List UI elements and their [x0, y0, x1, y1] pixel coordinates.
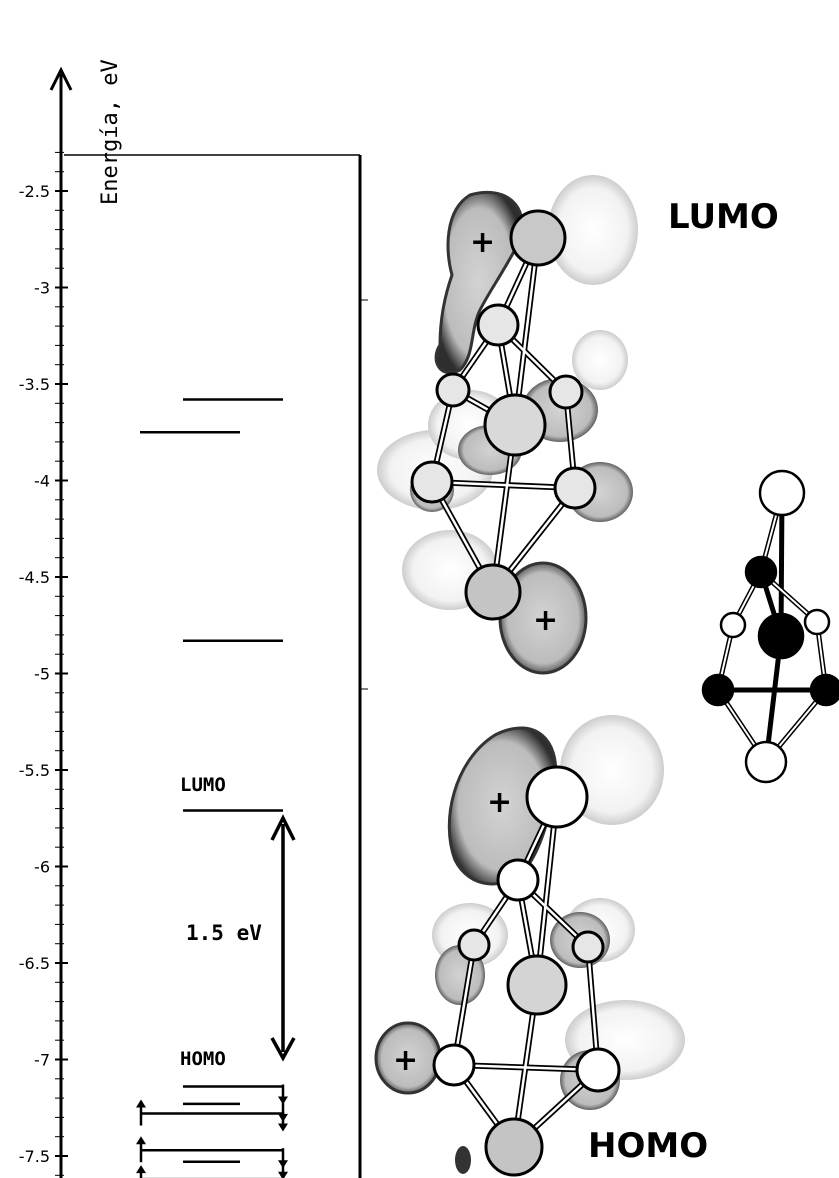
tick-label: -4.5	[19, 568, 50, 587]
axis-arrowhead-icon	[49, 66, 73, 91]
atom	[525, 765, 589, 829]
energy-axis: -2.5 -3 -3.5 -4 -4.5 -5 -5.5 -6 -6.5 -7 -7.5 Energ…	[19, 59, 123, 1178]
atom-black	[701, 673, 735, 707]
lobe-dark	[455, 1146, 471, 1174]
lobe-sign: +	[533, 603, 558, 638]
atom-white	[744, 740, 788, 784]
gap-arrow-down-icon	[270, 1037, 296, 1062]
plot-frame	[64, 154, 368, 1178]
tick-label: -3.5	[19, 375, 50, 394]
atom	[464, 563, 522, 621]
gap-arrow: 1.5 eV	[186, 814, 296, 1062]
atom	[548, 374, 584, 410]
lobe-light	[548, 175, 638, 285]
spin-down-arrowhead	[278, 1171, 288, 1178]
atom	[457, 928, 491, 962]
atom	[496, 858, 540, 902]
lobe-sign: +	[393, 1043, 418, 1078]
atom-white	[758, 469, 806, 517]
homo-orbital-label: HOMO	[588, 1126, 708, 1166]
tick-label: -5	[34, 665, 50, 684]
atom	[432, 1043, 476, 1087]
spin-arrows	[136, 1084, 288, 1178]
cluster-model	[701, 469, 839, 784]
atom-white	[719, 611, 747, 639]
lobe-sign: +	[487, 785, 512, 820]
spin-up-arrowhead	[136, 1099, 146, 1108]
tick-label: -3	[34, 279, 50, 298]
axis-tick-labels: -2.5 -3 -3.5 -4 -4.5 -5 -5.5 -6 -6.5 -7 -7.5	[19, 182, 50, 1166]
tick-label: -7	[34, 1051, 50, 1070]
lumo-orbital-label: LUMO	[668, 197, 779, 237]
spin-up-arrowhead	[136, 1136, 146, 1145]
atom	[571, 930, 605, 964]
atom	[435, 372, 471, 408]
tick-label: -5.5	[19, 761, 50, 780]
atom	[553, 466, 597, 510]
tick-label: -4	[34, 472, 50, 491]
atom-black	[744, 555, 778, 589]
gap-label: 1.5 eV	[186, 921, 262, 945]
spin-up-arrowhead	[136, 1165, 146, 1174]
homo-orbital-picture: + + HOMO	[374, 715, 708, 1177]
lobe-light	[572, 330, 628, 390]
lobe-dark	[434, 190, 524, 374]
tick-label: -7.5	[19, 1147, 50, 1166]
lobe-sign: +	[470, 225, 495, 260]
tick-label: -6	[34, 858, 50, 877]
axis-ticks	[55, 151, 68, 1176]
tick-label: -2.5	[19, 182, 50, 201]
energy-levels	[140, 398, 283, 1178]
homo-atoms	[432, 765, 621, 1177]
lumo-orbital-picture: + + LUMO	[377, 175, 779, 675]
atom	[509, 209, 567, 267]
spin-down-arrowhead	[278, 1123, 288, 1132]
atom	[575, 1047, 621, 1093]
gap-arrow-up-icon	[270, 814, 296, 841]
homo-level-label: HOMO	[180, 1048, 226, 1070]
atom	[506, 954, 568, 1016]
atom	[483, 393, 547, 457]
atom-black	[809, 673, 839, 707]
lumo-level-label: LUMO	[180, 774, 226, 796]
axis-label: Energía, eV	[98, 59, 123, 205]
atom	[476, 303, 520, 347]
atom-black	[757, 612, 805, 660]
atom	[484, 1117, 544, 1177]
spin-down-arrowhead	[278, 1096, 288, 1105]
cluster-atoms	[701, 469, 839, 784]
tick-label: -6.5	[19, 954, 50, 973]
atom	[410, 460, 454, 504]
lumo-atoms	[410, 209, 597, 621]
atom-white	[803, 608, 831, 636]
